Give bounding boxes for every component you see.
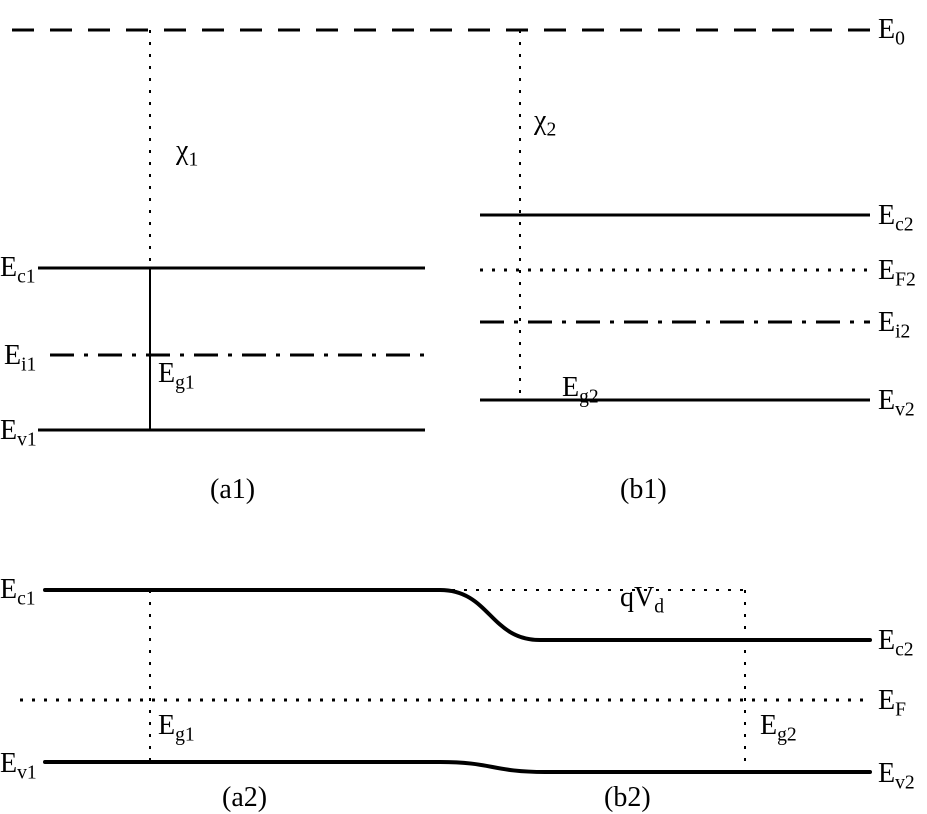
label-Ec2b: Ec2 xyxy=(878,625,914,662)
label-Eg2b: Eg2 xyxy=(760,710,797,747)
label-Ei2: Ei2 xyxy=(878,307,910,344)
label-Ev1: Ev1 xyxy=(0,415,37,452)
label-Ec2: Ec2 xyxy=(878,200,914,237)
label-EFb: EF xyxy=(878,685,906,722)
label-E0: E0 xyxy=(878,14,905,51)
label-qVd: qVd xyxy=(620,582,664,619)
label-Ev1b: Ev1 xyxy=(0,748,37,785)
label-Ec1: Ec1 xyxy=(0,252,36,289)
label-EF2: EF2 xyxy=(878,255,916,292)
label-a2: (a2) xyxy=(222,782,267,814)
diagram-stage: E0 Ec1 Ei1 Ev1 Ec2 EF2 Ei2 Ev2 χ1 χ2 Eg1 Eg2 (a1) (b1… xyxy=(0,0,927,812)
label-Ec1b: Ec1 xyxy=(0,574,36,611)
label-chi1: χ1 xyxy=(176,135,198,172)
label-Ei1: Ei1 xyxy=(4,340,36,377)
label-a1: (a1) xyxy=(210,474,255,506)
label-Ev2: Ev2 xyxy=(878,385,915,422)
label-Eg2: Eg2 xyxy=(562,372,599,409)
diagram-svg xyxy=(0,0,927,812)
label-b1: (b1) xyxy=(620,474,667,506)
label-chi2: χ2 xyxy=(534,105,556,142)
label-Ev2b: Ev2 xyxy=(878,758,915,795)
label-b2: (b2) xyxy=(604,782,651,814)
label-Eg1: Eg1 xyxy=(158,358,195,395)
label-Eg1b: Eg1 xyxy=(158,710,195,747)
